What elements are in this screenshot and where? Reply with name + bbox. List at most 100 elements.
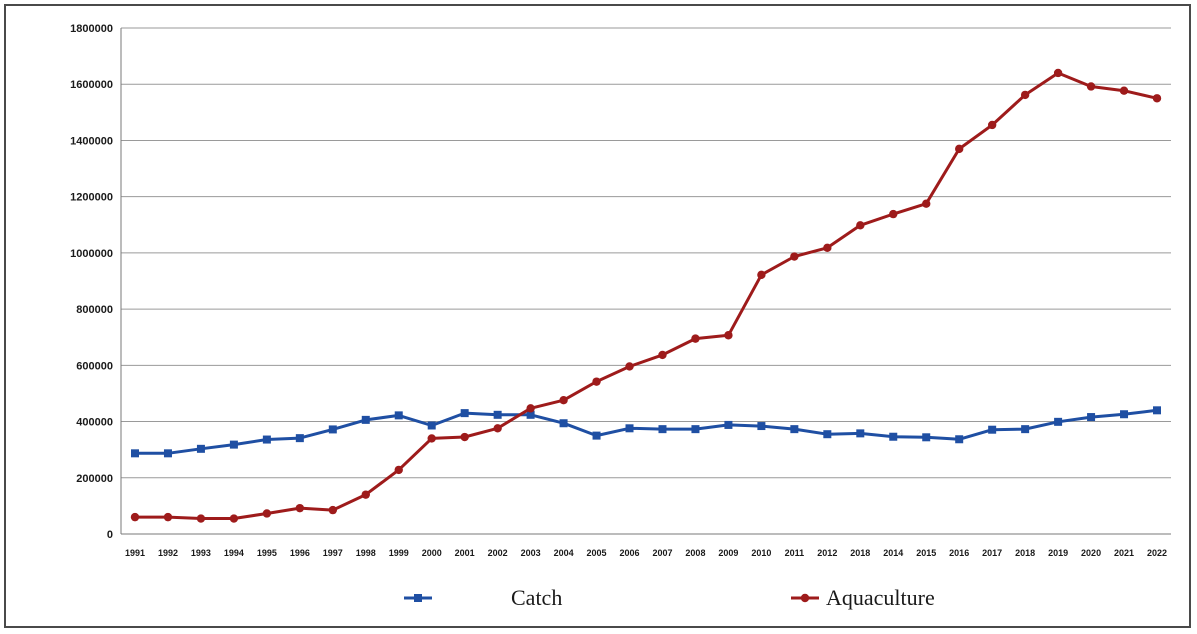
x-tick-label: 1997 bbox=[323, 548, 343, 558]
x-tick-label: 2004 bbox=[554, 548, 574, 558]
data-point bbox=[295, 434, 304, 443]
data-point bbox=[790, 252, 799, 261]
x-axis-ticks: 1991 1992 1993 1994 1995 1996 1997 1998 1999 2000… bbox=[125, 548, 1167, 558]
data-point bbox=[987, 120, 997, 130]
data-point bbox=[954, 144, 964, 154]
data-point bbox=[262, 435, 271, 444]
data-point bbox=[988, 425, 997, 434]
data-point bbox=[1087, 413, 1096, 422]
data-point bbox=[889, 209, 898, 219]
x-tick-label: 2018 bbox=[850, 548, 870, 558]
data-point bbox=[460, 432, 469, 442]
data-point bbox=[691, 425, 700, 434]
x-tick-label: 2019 bbox=[1048, 548, 1068, 558]
data-point bbox=[592, 431, 601, 440]
series-layer bbox=[130, 68, 1162, 523]
data-point bbox=[889, 432, 898, 441]
x-tick-label: 1999 bbox=[389, 548, 409, 558]
line-chart: 0 200000 400000 600000 800000 1000000 1200000 1… bbox=[70, 23, 1171, 610]
data-point bbox=[361, 415, 370, 424]
data-point bbox=[922, 433, 931, 442]
data-point bbox=[196, 514, 206, 523]
x-tick-label: 2005 bbox=[587, 548, 607, 558]
data-point bbox=[163, 449, 172, 458]
x-tick-label: 2007 bbox=[652, 548, 672, 558]
x-tick-label: 2014 bbox=[883, 548, 903, 558]
data-point bbox=[790, 425, 799, 434]
data-point bbox=[1153, 406, 1161, 415]
y-tick-label: 400000 bbox=[76, 417, 113, 429]
x-tick-label: 2001 bbox=[455, 548, 475, 558]
data-point bbox=[757, 270, 766, 280]
data-point bbox=[691, 334, 700, 343]
legend-marker bbox=[414, 594, 422, 602]
data-point bbox=[823, 243, 832, 253]
data-point bbox=[1119, 86, 1129, 95]
data-point bbox=[1120, 410, 1129, 419]
legend-item-aquaculture: Aquaculture bbox=[791, 585, 935, 610]
x-tick-label: 2008 bbox=[685, 548, 705, 558]
x-tick-label: 2010 bbox=[751, 548, 771, 558]
series-aquaculture bbox=[130, 68, 1162, 523]
data-point bbox=[1020, 90, 1030, 100]
x-tick-label: 1994 bbox=[224, 548, 244, 558]
data-point bbox=[229, 440, 238, 449]
x-tick-label: 2017 bbox=[982, 548, 1002, 558]
y-tick-label: 1600000 bbox=[70, 79, 113, 91]
y-tick-label: 1200000 bbox=[70, 192, 113, 204]
data-point bbox=[196, 444, 205, 453]
data-point bbox=[1152, 94, 1162, 103]
x-tick-label: 2003 bbox=[521, 548, 541, 558]
data-point bbox=[262, 509, 272, 518]
series-line bbox=[135, 71, 1158, 520]
x-tick-label: 1995 bbox=[257, 548, 277, 558]
legend-item-catch: Catch bbox=[404, 585, 562, 610]
data-point bbox=[757, 422, 766, 431]
data-point bbox=[131, 449, 139, 458]
data-point bbox=[625, 424, 634, 433]
data-point bbox=[130, 512, 140, 522]
x-tick-label: 2016 bbox=[949, 548, 969, 558]
data-point bbox=[955, 435, 964, 444]
data-point bbox=[295, 503, 305, 513]
data-point bbox=[526, 404, 535, 413]
legend-label: Catch bbox=[511, 585, 562, 610]
chart-frame: 0 200000 400000 600000 800000 1000000 1200000 1… bbox=[4, 4, 1191, 628]
x-tick-label: 2012 bbox=[817, 548, 837, 558]
axes bbox=[120, 28, 1171, 535]
series-catch bbox=[131, 406, 1161, 458]
y-axis-ticks: 0 200000 400000 600000 800000 1000000 1200000 1… bbox=[70, 23, 113, 541]
y-tick-label: 0 bbox=[107, 529, 113, 541]
x-tick-label: 2000 bbox=[422, 548, 442, 558]
y-tick-label: 1000000 bbox=[70, 248, 113, 260]
x-tick-label: 2011 bbox=[785, 548, 805, 558]
data-point bbox=[856, 221, 865, 230]
data-point bbox=[724, 331, 733, 340]
data-point bbox=[823, 430, 832, 439]
series-line bbox=[135, 408, 1158, 455]
data-point bbox=[526, 410, 535, 419]
data-point bbox=[1054, 417, 1063, 426]
data-point bbox=[328, 505, 338, 515]
x-tick-label: 2015 bbox=[916, 548, 936, 558]
data-point bbox=[922, 199, 931, 208]
x-tick-label: 2002 bbox=[488, 548, 508, 558]
data-point bbox=[460, 409, 469, 418]
data-point bbox=[592, 377, 601, 386]
data-point bbox=[559, 419, 568, 428]
data-point bbox=[163, 512, 173, 522]
data-point bbox=[1053, 68, 1063, 78]
data-point bbox=[394, 465, 403, 475]
y-tick-label: 200000 bbox=[76, 473, 113, 485]
legend-label: Aquaculture bbox=[826, 585, 935, 610]
x-tick-label: 2006 bbox=[620, 548, 640, 558]
x-tick-label: 2022 bbox=[1147, 548, 1167, 558]
y-tick-label: 1800000 bbox=[70, 23, 113, 35]
x-tick-label: 2009 bbox=[718, 548, 738, 558]
gridlines bbox=[121, 27, 1171, 479]
data-point bbox=[394, 411, 403, 420]
data-point bbox=[361, 490, 370, 499]
x-tick-label: 1993 bbox=[191, 548, 211, 558]
data-point bbox=[658, 350, 667, 360]
data-point bbox=[1086, 82, 1096, 91]
